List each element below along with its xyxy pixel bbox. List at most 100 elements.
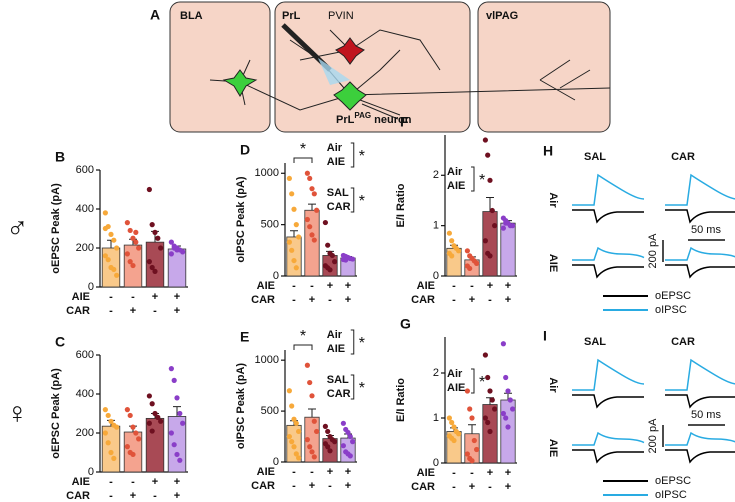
data-point [102,407,108,413]
data-point [102,225,108,232]
data-point [149,222,155,228]
data-point [503,415,509,421]
data-point [311,454,317,460]
sex-symbol: ♂ [6,212,29,245]
factor-name: AIE [72,291,90,303]
neuron-label-part: PAG [354,111,371,120]
factor-name: CAR [251,294,275,306]
row-label: AIE [547,254,559,272]
region-box [274,1,471,133]
data-point [130,235,136,241]
data-point [474,446,480,453]
factor-name: CAR [66,305,90,317]
data-point [296,234,302,240]
sig-bracket [293,157,313,163]
data-point [304,362,310,368]
data-point [456,431,462,437]
trace-epsc [665,209,735,224]
data-point [133,430,139,436]
row-label: Air [547,192,559,208]
data-point [307,379,313,386]
data-point [482,137,488,143]
data-point [327,448,333,454]
y-axis-label: oIPSC Peak (pA) [235,363,247,450]
contrast-bracket [350,329,355,355]
factor-level: + [345,466,351,478]
data-point [464,451,470,457]
data-point [102,430,108,436]
data-point [155,235,161,241]
data-point [503,374,509,381]
data-point [314,428,320,435]
data-point [309,186,315,192]
row-label: Air [547,377,559,393]
data-point [487,253,493,259]
data-point [325,428,331,435]
sig-star: * [300,328,306,345]
data-point [350,256,356,262]
data-point [105,440,111,446]
data-point [451,424,457,430]
data-point [322,219,328,226]
factor-name: CAR [411,481,435,493]
y-tick-label: 0 [433,270,439,282]
y-tick-label: 500 [261,405,279,417]
data-point [327,267,333,273]
data-point [307,175,313,182]
data-point [469,415,475,421]
data-point [171,377,177,383]
data-point [482,415,488,421]
neuron-label: PrLPAG neuron [336,111,412,126]
y-tick-label: 200 [76,242,94,254]
data-point [133,229,139,235]
contrast-label: Air [327,142,343,154]
factor-level: + [174,291,180,303]
data-point [291,416,297,422]
y-axis-label: E/I Ratio [395,378,407,422]
data-point [124,220,130,226]
data-point [108,231,114,237]
data-point [489,207,495,214]
data-point [500,341,506,347]
data-point [168,251,174,257]
data-point [464,388,470,394]
contrast-label: Air [327,329,343,341]
factor-level: + [345,280,351,292]
data-point [482,238,488,244]
y-axis-label: oEPSC Peak (pA) [50,183,62,274]
bla-neuron [222,69,258,97]
data-point [307,224,313,230]
factor-level: + [487,467,493,479]
error-bar [486,196,494,212]
y-tick-label: 1 [433,220,439,232]
trace-epsc [572,209,644,224]
scale-bar [662,239,725,262]
trace-epsc [665,394,735,409]
data-point [505,424,511,430]
data-point [485,152,491,158]
data-point [111,266,117,273]
data-point [158,245,164,251]
panel-letter: C [55,334,65,350]
y-tick-label: 400 [76,203,94,215]
data-point [510,406,516,412]
data-point [146,393,152,399]
factor-level: + [130,305,136,317]
data-point [474,260,480,267]
factor-name: AIE [417,280,435,292]
factor-name: AIE [257,280,275,292]
factor-level: - [310,466,314,478]
data-point [293,420,299,426]
legend-label: oEPSC [655,290,691,302]
scale-y-label: 200 pA [647,418,659,454]
data-point [293,451,299,457]
factor-level: + [345,294,351,306]
data-point [130,262,136,269]
data-point [111,455,117,461]
data-point [133,239,139,245]
y-tick-label: 1000 [255,167,279,179]
data-point [332,259,338,265]
y-axis-label: E/I Ratio [395,183,407,227]
data-point [314,207,320,213]
bar [145,417,165,473]
